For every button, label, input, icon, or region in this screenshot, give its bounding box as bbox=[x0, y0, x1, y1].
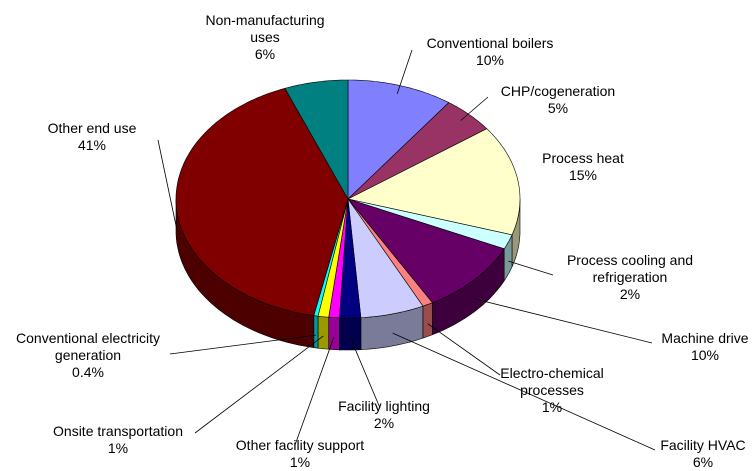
category-name: Other facility support bbox=[235, 437, 365, 453]
category-name: Onsite transportation bbox=[53, 423, 183, 439]
category-name: Process heat bbox=[542, 150, 624, 166]
pie-side bbox=[328, 316, 340, 351]
slice-label: Machine drive 10% bbox=[645, 330, 752, 364]
pie-side bbox=[339, 317, 362, 351]
category-name: Facility lighting bbox=[338, 398, 430, 414]
value-label: 10% bbox=[475, 52, 505, 68]
pie-slice bbox=[284, 79, 349, 201]
pie-slice bbox=[347, 198, 513, 250]
value-label: 0.4% bbox=[72, 364, 104, 380]
leader-line bbox=[294, 336, 335, 446]
slice-label: Process cooling and refrigeration 2% bbox=[545, 252, 715, 303]
leader-line bbox=[157, 139, 178, 229]
category-name: Machine drive bbox=[661, 330, 749, 346]
leader-line bbox=[169, 334, 316, 355]
pie-slice bbox=[347, 198, 424, 319]
leader-line bbox=[349, 337, 381, 409]
leader-line bbox=[427, 323, 501, 376]
value-label: 2% bbox=[619, 286, 641, 302]
pie-slice bbox=[347, 198, 505, 304]
category-name: Conventional boilers bbox=[426, 35, 554, 51]
slice-label: Process heat 15% bbox=[523, 150, 643, 184]
category-name: CHP/cogeneration bbox=[500, 83, 616, 99]
leader-line bbox=[194, 335, 324, 434]
leader-line bbox=[392, 332, 656, 451]
leader-line bbox=[474, 298, 653, 344]
value-label: 1% bbox=[541, 399, 563, 415]
slice-label: Facility HVAC 6% bbox=[643, 437, 752, 471]
slice-label: Facility lighting 2% bbox=[319, 398, 449, 432]
slice-label: Electro-chemical processes 1% bbox=[487, 365, 617, 416]
pie-slice bbox=[347, 102, 488, 200]
slice-label: Other end use 41% bbox=[22, 120, 162, 154]
value-label: 15% bbox=[568, 167, 598, 183]
value-label: 6% bbox=[692, 454, 714, 470]
category-name: Facility HVAC bbox=[660, 437, 746, 453]
category-name: Conventional electricity generation bbox=[16, 330, 160, 363]
slice-label: Conventional boilers 10% bbox=[405, 35, 575, 69]
pie-side bbox=[317, 315, 329, 350]
leader-line bbox=[508, 260, 554, 276]
value-label: 1% bbox=[107, 440, 129, 456]
slice-label: Other facility support 1% bbox=[215, 437, 385, 471]
value-label: 5% bbox=[547, 100, 569, 116]
pie-slice bbox=[339, 198, 362, 319]
value-label: 41% bbox=[77, 137, 107, 153]
category-name: Electro-chemical processes bbox=[500, 365, 604, 398]
value-label: 2% bbox=[373, 415, 395, 431]
pie-slice bbox=[175, 87, 349, 316]
category-name: Process cooling and refrigeration bbox=[566, 252, 694, 285]
leader-line bbox=[396, 49, 413, 94]
pie-side bbox=[422, 302, 433, 339]
value-label: 10% bbox=[690, 347, 720, 363]
category-name: Other end use bbox=[47, 120, 137, 136]
slice-label: Conventional electricity generation 0.4% bbox=[8, 330, 168, 381]
slice-label: CHP/cogeneration 5% bbox=[483, 83, 633, 117]
slice-label: Non-manufacturing uses 6% bbox=[190, 12, 340, 63]
pie-slice bbox=[347, 79, 450, 200]
slice-label: Onsite transportation 1% bbox=[28, 423, 208, 457]
category-name: Non-manufacturing uses bbox=[205, 12, 325, 45]
value-label: 1% bbox=[289, 454, 311, 470]
value-label: 6% bbox=[254, 46, 276, 62]
pie-side bbox=[313, 315, 319, 349]
leader-line bbox=[460, 96, 489, 121]
